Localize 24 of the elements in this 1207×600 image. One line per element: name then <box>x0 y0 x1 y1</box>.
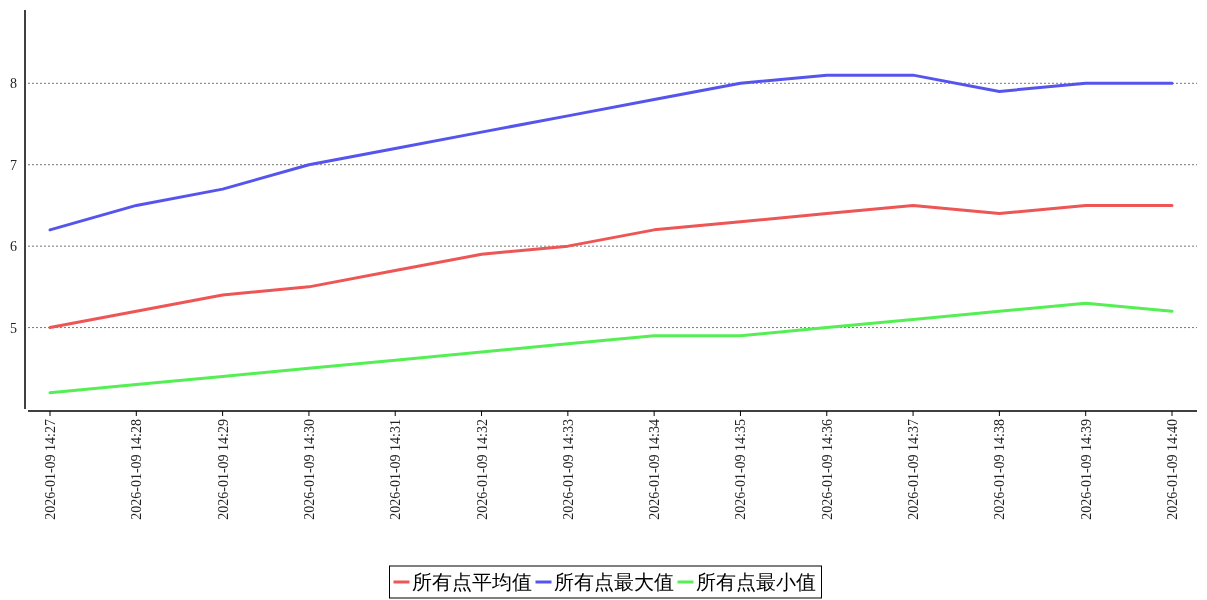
legend-label: 所有点平均值 <box>411 571 532 593</box>
x-tick-label: 2026-01-09 14:35 <box>733 419 749 520</box>
y-tick-label: 7 <box>10 157 17 173</box>
y-tick-label: 6 <box>10 239 17 255</box>
line-series <box>48 73 1174 232</box>
x-tick-label: 2026-01-09 14:29 <box>215 419 231 520</box>
x-tick-label: 2026-01-09 14:38 <box>992 419 1008 520</box>
x-tick-label: 2026-01-09 14:32 <box>474 419 490 520</box>
x-tick-label: 2026-01-09 14:30 <box>301 419 317 520</box>
x-tick-label: 2026-01-09 14:40 <box>1165 419 1180 520</box>
x-tick-label: 2026-01-09 14:27 <box>43 419 58 520</box>
x-tick-label: 2026-01-09 14:36 <box>819 419 835 520</box>
line-series <box>48 203 1174 330</box>
x-tick-label: 2026-01-09 14:31 <box>388 419 404 520</box>
x-tick-label: 2026-01-09 14:39 <box>1078 419 1094 520</box>
x-tick-label: 2026-01-09 14:34 <box>647 419 663 520</box>
x-tick-label: 2026-01-09 14:37 <box>906 419 922 520</box>
y-tick-label: 8 <box>10 76 17 92</box>
y-tick-label: 5 <box>10 320 17 336</box>
x-tick-label: 2026-01-09 14:28 <box>129 419 145 520</box>
line-series <box>48 301 1174 395</box>
legend-label: 所有点最大值 <box>553 571 674 593</box>
legend-label: 所有点最小值 <box>695 571 816 593</box>
x-tick-label: 2026-01-09 14:33 <box>560 419 576 520</box>
